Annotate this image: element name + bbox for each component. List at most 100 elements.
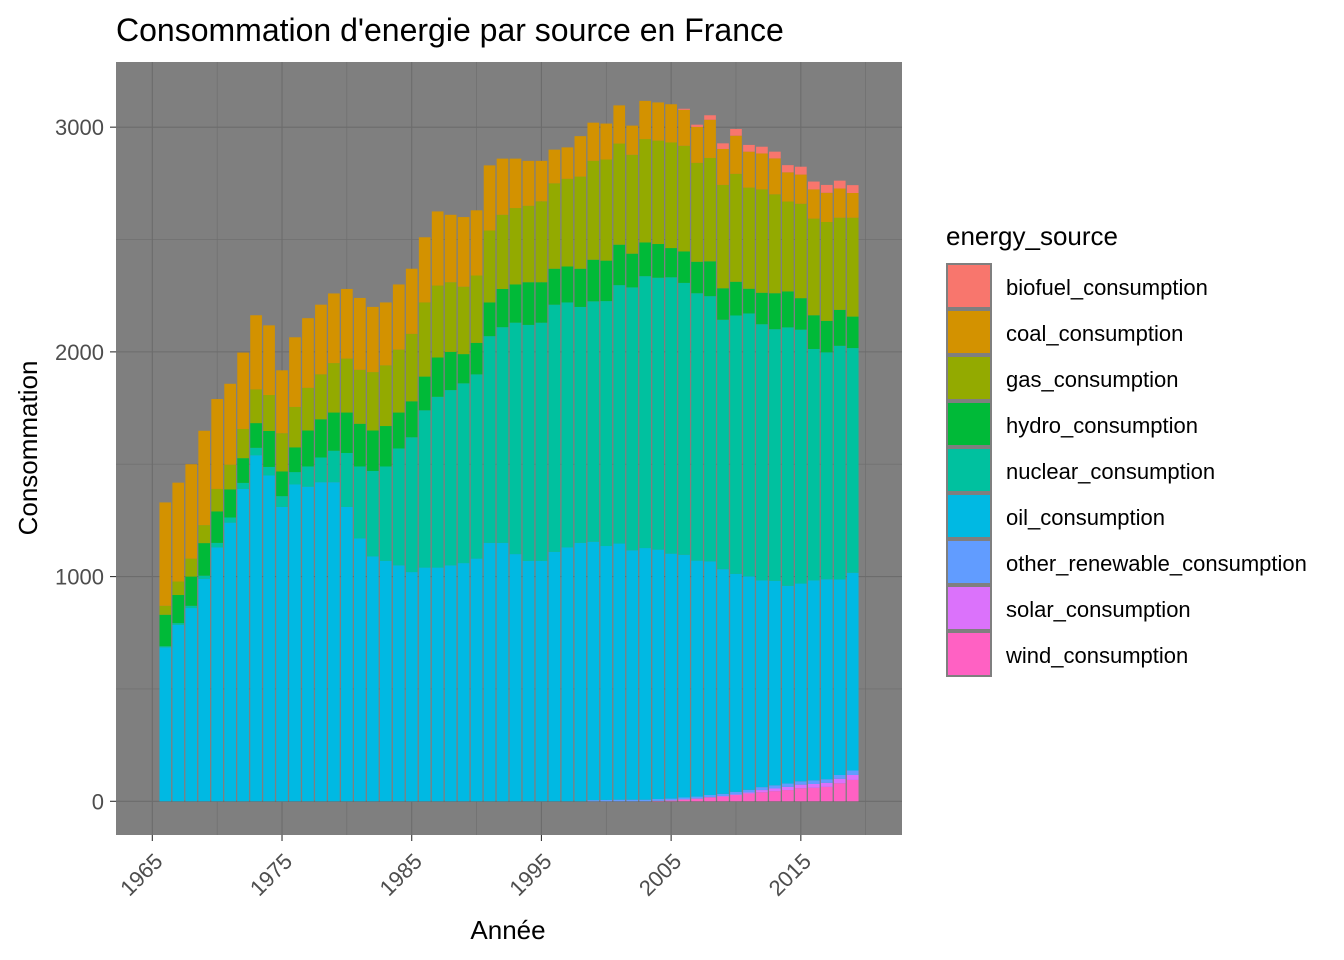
bar-segment-oil-consumption-2003 [639,548,652,800]
bar-segment-coal-consumption-1977 [302,318,314,388]
bar-segment-biofuel-consumption-2011 [743,144,755,152]
bar-segment-nuclear-consumption-1995 [535,322,548,561]
bar-segment-wind-consumption-2017 [820,786,833,802]
bar-segment-oil-consumption-1997 [561,547,574,802]
bar-segment-coal-consumption-1971 [224,383,236,465]
bar-segment-oil-consumption-2016 [807,580,820,781]
bar-segment-coal-consumption-2007 [691,126,703,163]
bar-segment-nuclear-consumption-1990 [470,374,483,559]
bar-segment-coal-consumption-2002 [626,125,639,155]
legend-label: nuclear_consumption [1006,459,1215,484]
bar-segment-nuclear-consumption-2006 [678,282,690,555]
bar-segment-coal-consumption-2009 [717,148,729,185]
bar-segment-nuclear-consumption-1968 [185,605,198,609]
bar-segment-hydro-consumption-1988 [444,351,457,391]
bar-segment-coal-consumption-2000 [600,123,613,160]
bar-segment-coal-consumption-2013 [769,158,781,195]
bar-segment-wind-consumption-2009 [717,796,729,802]
bar-segment-gas-consumption-1987 [431,285,444,358]
bar-segment-coal-consumption-2004 [652,102,664,141]
bar-segment-coal-consumption-1998 [574,136,587,177]
bar-segment-hydro-consumption-1987 [431,357,444,397]
bar-segment-oil-consumption-2008 [704,561,716,795]
bar-segment-gas-consumption-2009 [717,184,729,289]
bar-segment-gas-consumption-1984 [392,349,405,413]
bar-segment-nuclear-consumption-1982 [366,470,379,557]
bar-segment-other-renewable-consumption-2011 [743,789,755,793]
bar-segment-other-renewable-consumption-2006 [678,797,690,800]
bar-segment-solar-consumption-2015 [795,784,807,789]
bar-segment-nuclear-consumption-2004 [652,277,664,550]
bar-segment-oil-consumption-2001 [613,543,626,800]
bar-segment-nuclear-consumption-1997 [561,302,574,548]
chart-title: Consommation d'energie par source en Fra… [116,12,784,48]
bar-segment-hydro-consumption-2019 [846,316,859,349]
bar-segment-coal-consumption-1975 [276,370,288,434]
bar-segment-oil-consumption-2018 [833,579,846,776]
bar-segment-coal-consumption-1997 [561,147,574,179]
bar-segment-nuclear-consumption-2005 [665,277,677,554]
bar-segment-hydro-consumption-1991 [483,302,496,337]
bar-segment-coal-consumption-2012 [756,153,768,190]
bar-segment-hydro-consumption-1985 [405,401,418,438]
bar-segment-hydro-consumption-2004 [652,244,664,278]
bar-segment-coal-consumption-2015 [795,174,807,204]
bar-segment-oil-consumption-1992 [496,542,509,802]
bar-segment-coal-consumption-1970 [211,399,223,489]
bar-segment-hydro-consumption-2010 [730,281,742,316]
bar-segment-nuclear-consumption-2018 [833,345,846,580]
bar-segment-gas-consumption-1968 [185,558,198,577]
bar-segment-gas-consumption-1983 [379,365,392,427]
bar-segment-nuclear-consumption-1975 [276,496,288,507]
bar-segment-coal-consumption-1973 [250,315,262,390]
bar-segment-oil-consumption-2010 [730,573,742,792]
bar-segment-gas-consumption-2003 [639,139,652,243]
bar-segment-other-renewable-consumption-2003 [639,799,652,802]
bar-segment-biofuel-consumption-2015 [795,166,807,175]
bar-segment-nuclear-consumption-1973 [250,447,262,456]
legend-label: solar_consumption [1006,597,1191,622]
bar-segment-hydro-consumption-1978 [315,419,327,458]
bar-segment-coal-consumption-1981 [354,297,366,370]
bar-segment-nuclear-consumption-2012 [756,324,768,581]
bar-segment-gas-consumption-1989 [457,286,470,355]
legend-label: biofuel_consumption [1006,275,1208,300]
bar-segment-other-renewable-consumption-2015 [795,781,807,785]
bar-segment-coal-consumption-2010 [730,135,742,174]
bar-segment-oil-consumption-2012 [756,580,768,788]
bar-segment-coal-consumption-2014 [782,172,794,202]
bar-segment-nuclear-consumption-1981 [354,466,366,539]
bar-segment-gas-consumption-1986 [418,302,431,377]
bar-segment-hydro-consumption-1976 [289,447,301,473]
bar-segment-hydro-consumption-1993 [509,284,522,323]
legend-key-solar-consumption [946,585,992,631]
bar-segment-hydro-consumption-1971 [224,489,236,518]
bar-segment-other-renewable-consumption-2005 [665,798,677,801]
legend-key-other-renewable-consumption [946,539,992,585]
bar-segment-hydro-consumption-1983 [379,426,392,467]
bar-segment-hydro-consumption-1994 [522,282,535,325]
bar-segment-coal-consumption-2011 [743,151,755,188]
x-tick-label: 1975 [245,849,297,901]
bar-segment-gas-consumption-2016 [807,218,820,316]
bar-segment-gas-consumption-2005 [665,142,677,249]
bar-segment-nuclear-consumption-1994 [522,324,535,561]
bar-segment-nuclear-consumption-1974 [263,466,275,476]
bar-segment-oil-consumption-1968 [185,608,198,802]
bar-segment-oil-consumption-1990 [470,558,483,802]
bar-segment-nuclear-consumption-1979 [328,450,340,483]
bar-segment-other-renewable-consumption-2012 [756,787,768,791]
bar-segment-coal-consumption-1976 [289,337,301,407]
bar-segment-hydro-consumption-2015 [795,298,807,330]
bar-segment-nuclear-consumption-1976 [289,472,301,485]
bar-segment-coal-consumption-1978 [315,304,327,375]
y-tick-label: 2000 [55,340,104,365]
bar-segment-hydro-consumption-1999 [587,259,600,302]
bar-segment-hydro-consumption-1992 [496,288,509,328]
bar-segment-gas-consumption-1973 [250,389,262,424]
bar-segment-coal-consumption-2006 [678,109,690,146]
bar-segment-coal-consumption-1999 [587,122,600,161]
bar-segment-coal-consumption-2017 [820,192,833,222]
bar-segment-nuclear-consumption-1991 [483,336,496,543]
